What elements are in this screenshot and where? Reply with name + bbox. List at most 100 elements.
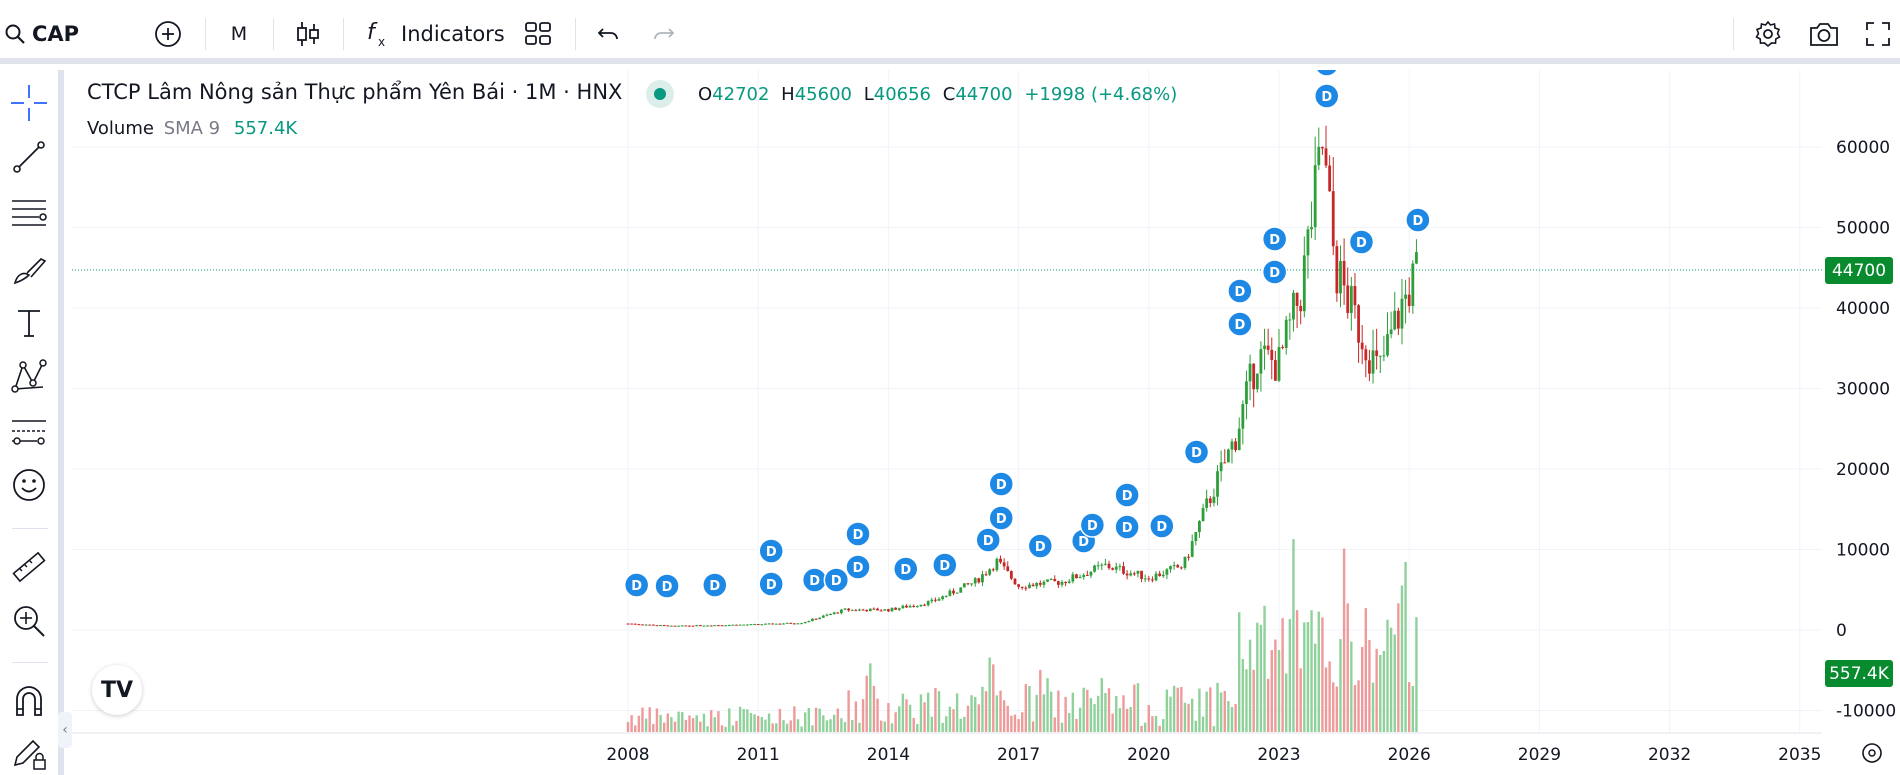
volume-bar: [1151, 716, 1154, 732]
crosshair-tool[interactable]: [6, 80, 52, 126]
price-chart[interactable]: DDDDDDDDDDDDDDDDDDDDDDDDDDDDD 6000050000…: [72, 70, 1900, 775]
collapse-toolbar-button[interactable]: ‹: [58, 712, 72, 748]
icon-tool[interactable]: [6, 462, 52, 508]
dividend-marker[interactable]: D: [654, 573, 680, 599]
volume-bar: [829, 719, 832, 732]
volume-bar: [1342, 548, 1346, 732]
candle: [1252, 363, 1256, 390]
axis-settings-button[interactable]: [1862, 743, 1882, 763]
dividend-marker[interactable]: D: [845, 521, 871, 547]
compare-button[interactable]: [150, 14, 186, 54]
dividend-marker[interactable]: D: [975, 527, 1001, 553]
brush-tool[interactable]: [6, 246, 52, 292]
candle: [1386, 334, 1389, 356]
dividend-marker[interactable]: D: [1261, 259, 1288, 285]
volume-bar: [1339, 639, 1342, 732]
dividend-marker[interactable]: D: [1315, 70, 1339, 77]
dividend-marker[interactable]: D: [1227, 278, 1253, 304]
dividend-marker[interactable]: D: [758, 571, 784, 597]
volume-bar: [652, 723, 655, 732]
fib-tool[interactable]: [6, 190, 52, 236]
candle: [1404, 294, 1407, 299]
chart-type-button[interactable]: [292, 14, 324, 54]
dividend-marker[interactable]: D: [1227, 311, 1253, 337]
dividend-marker[interactable]: D: [1114, 514, 1140, 540]
undo-button[interactable]: [592, 14, 624, 54]
dividend-marker[interactable]: D: [893, 556, 919, 582]
magnet-icon: [16, 686, 42, 716]
dividend-marker[interactable]: D: [988, 505, 1014, 531]
volume-legend[interactable]: Volume SMA 9 557.4K: [87, 118, 297, 139]
candle: [1017, 584, 1020, 587]
volume-bar: [1256, 622, 1259, 732]
fullscreen-icon: [1866, 22, 1890, 46]
text-tool[interactable]: [6, 300, 52, 346]
candle: [1176, 565, 1180, 568]
volume-bar: [908, 704, 912, 732]
settings-button[interactable]: [1750, 14, 1786, 54]
time-axis-label: 2020: [1127, 745, 1170, 765]
dividend-marker[interactable]: D: [702, 572, 728, 598]
zoom-tool[interactable]: [6, 598, 52, 644]
candle: [691, 625, 695, 627]
interval-button[interactable]: M: [230, 23, 248, 45]
pattern-tool[interactable]: [6, 354, 52, 400]
dividend-marker-label: D: [1269, 233, 1280, 248]
volume-bar: [1303, 622, 1306, 732]
last-price-tag: 44700: [1832, 261, 1886, 281]
magnet-tool[interactable]: [6, 678, 52, 724]
candle: [1302, 255, 1306, 312]
candles-icon: [297, 22, 319, 46]
dividend-marker[interactable]: D: [932, 552, 958, 578]
candle: [843, 608, 847, 610]
candle: [662, 625, 666, 627]
forecast-tool[interactable]: [6, 408, 52, 454]
candle: [1104, 563, 1107, 565]
snapshot-button[interactable]: [1806, 14, 1842, 54]
instrument-title[interactable]: CTCP Lâm Nông sản Thực phẩm Yên Bái · 1M…: [87, 80, 623, 104]
volume-bar: [648, 707, 651, 732]
candle: [698, 625, 702, 627]
dividend-marker[interactable]: D: [1079, 512, 1106, 538]
symbol-search-button[interactable]: CAP: [4, 14, 79, 54]
volume-bar: [1400, 585, 1404, 732]
dividend-marker[interactable]: D: [1261, 226, 1288, 252]
dividend-marker[interactable]: D: [823, 567, 850, 593]
fullscreen-button[interactable]: [1860, 14, 1896, 54]
dividend-marker[interactable]: D: [1348, 229, 1375, 255]
volume-bar: [981, 686, 984, 732]
volume-bar: [869, 663, 872, 732]
volume-bar: [775, 723, 778, 732]
volume-bar: [1125, 708, 1129, 732]
dividend-marker[interactable]: D: [845, 554, 871, 580]
dividend-marker[interactable]: D: [1114, 482, 1140, 508]
tradingview-logo[interactable]: 𝗧𝗩: [92, 665, 142, 715]
dividend-marker[interactable]: D: [801, 567, 828, 593]
volume-bar: [1075, 718, 1078, 732]
dividend-marker[interactable]: D: [758, 538, 784, 564]
volume-bar: [992, 664, 995, 732]
dividend-marker[interactable]: D: [1183, 439, 1210, 465]
dividend-marker-circle: [988, 505, 1014, 531]
dividend-marker[interactable]: D: [1405, 207, 1431, 233]
layouts-button[interactable]: [522, 14, 554, 54]
dividend-marker[interactable]: D: [623, 572, 650, 598]
candle: [742, 624, 746, 626]
dividend-marker[interactable]: D: [988, 471, 1014, 497]
measure-tool[interactable]: [6, 544, 52, 590]
dividend-marker[interactable]: D: [1313, 83, 1340, 109]
candle: [1042, 581, 1046, 585]
trend-line-tool[interactable]: [6, 134, 52, 180]
dividend-marker[interactable]: D: [1149, 513, 1175, 539]
candle: [1096, 565, 1100, 567]
candle: [1313, 165, 1317, 228]
redo-button[interactable]: [648, 14, 680, 54]
candle: [952, 590, 955, 594]
dividend-marker-circle: [893, 556, 919, 582]
candle: [778, 623, 782, 625]
lock-drawings-tool[interactable]: [6, 730, 52, 775]
market-status-indicator[interactable]: [646, 80, 674, 108]
dividend-marker[interactable]: D: [1027, 533, 1054, 559]
